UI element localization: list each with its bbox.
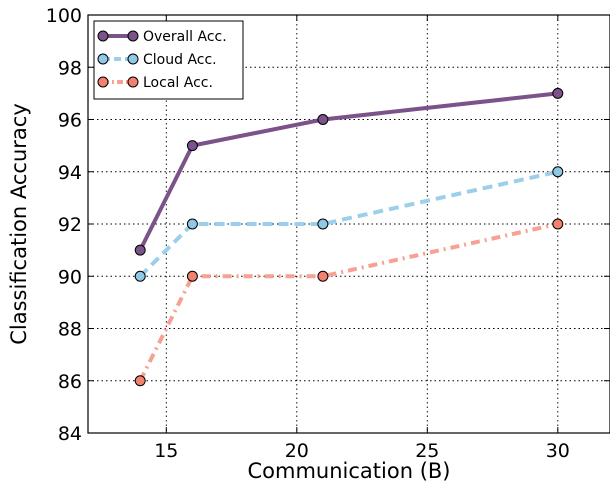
legend-marker-local-acc [97,76,109,88]
legend-marker-overall-acc [97,30,109,42]
cloud-acc-point [317,218,329,230]
x-tick-label: 20 [285,440,309,462]
legend-label-overall-acc: Overall Acc. [143,29,227,45]
axis-ticks: 15 20 25 30 84 86 88 90 92 94 96 98 100 [46,5,610,462]
y-tick-label: 90 [58,266,82,288]
cloud-acc-point [552,166,564,178]
y-tick-label: 84 [58,423,82,445]
local-acc-point [134,375,146,387]
legend-marker-cloud-acc [127,53,139,65]
legend-label-cloud-acc: Cloud Acc. [143,52,217,68]
y-tick-label: 94 [58,162,82,184]
overall-acc-line [138,91,559,252]
local-acc-point [552,218,564,230]
legend-marker-cloud-acc [97,53,109,65]
overall-acc-point [552,87,564,99]
y-tick-label: 100 [46,5,82,27]
local-acc-point [186,270,198,282]
y-tick-label: 92 [58,214,82,236]
legend-label-local-acc: Local Acc. [143,75,213,91]
y-tick-label: 98 [58,57,82,79]
series-layer [134,87,564,387]
y-tick-label: 96 [58,110,82,132]
cloud-acc-point [134,270,146,282]
cloud-acc-line [138,169,559,278]
legend: Overall Acc. Cloud Acc. Local Acc. [93,20,244,100]
y-axis-label: Classification Accuracy [7,103,31,345]
local-acc-point [317,270,329,282]
y-tick-label: 88 [58,319,82,341]
overall-acc-point [317,114,329,125]
overall-acc-point [186,140,198,152]
local-acc-line [138,222,559,382]
x-axis-label: Communication (B) [248,459,451,483]
legend-marker-overall-acc [127,30,139,42]
x-tick-label: 15 [154,440,178,462]
y-tick-label: 86 [58,371,82,393]
x-tick-label: 25 [415,440,439,462]
cloud-acc-point [186,218,198,230]
legend-marker-local-acc [127,76,139,88]
overall-acc-point [134,244,146,256]
x-tick-label: 30 [546,440,570,462]
